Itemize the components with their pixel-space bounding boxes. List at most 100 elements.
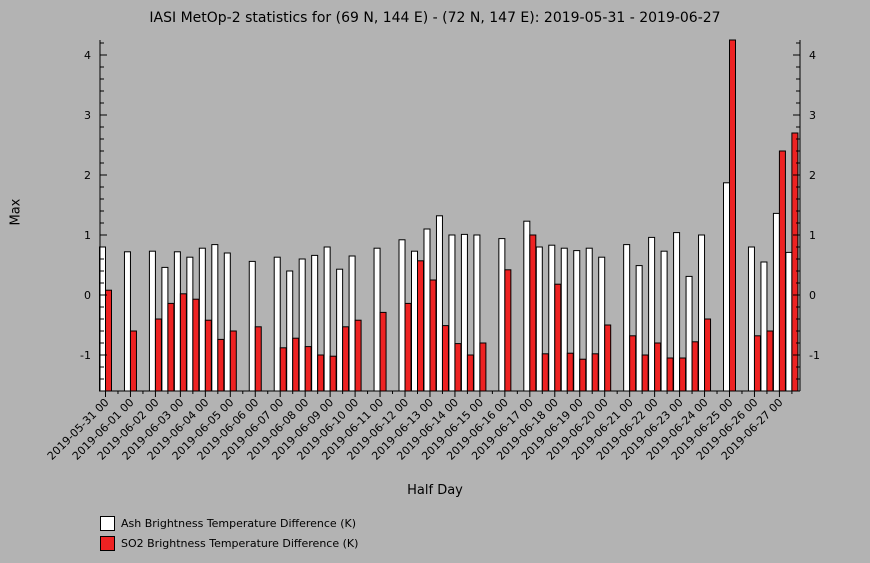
ash-bar — [760, 261, 768, 392]
ash-bar — [585, 247, 593, 392]
so2-bar — [666, 357, 674, 392]
ash-bar — [148, 250, 156, 392]
so2-bar — [105, 289, 112, 392]
so2-bar — [629, 335, 637, 392]
so2-bar — [778, 150, 786, 392]
so2-bar — [541, 353, 549, 392]
so2-bar — [704, 318, 712, 392]
ash-bar — [460, 233, 468, 392]
ash-bar — [423, 228, 431, 392]
so2-bar — [529, 234, 537, 392]
so2-bar — [691, 341, 699, 392]
y-tick-label-left: 1 — [84, 229, 91, 242]
so2-bar — [504, 269, 512, 392]
ash-bar — [523, 220, 531, 392]
ash-bar — [448, 234, 456, 392]
so2-bar — [279, 347, 287, 392]
so2-bar — [129, 330, 137, 392]
so2-bar — [229, 330, 237, 392]
ash-bar — [123, 251, 131, 392]
so2-bar — [429, 279, 437, 392]
ash-bar — [348, 255, 356, 392]
so2-bar — [753, 335, 761, 392]
so2-bar — [304, 346, 312, 392]
ash-bar — [273, 256, 281, 392]
ash-bar — [311, 254, 319, 392]
so2-bar — [554, 283, 562, 392]
ash-bar — [398, 239, 406, 392]
ash-bar — [685, 275, 693, 392]
so2-bar — [292, 337, 300, 392]
legend-label-ash: Ash Brightness Temperature Difference (K… — [121, 516, 356, 530]
so2-bar — [604, 324, 612, 392]
so2-bar — [466, 354, 474, 392]
so2-bar — [167, 302, 175, 392]
legend-item-ash: Ash Brightness Temperature Difference (K… — [100, 513, 358, 533]
ash-bar — [248, 260, 256, 392]
so2-bar — [379, 311, 387, 392]
so2-bar — [254, 326, 262, 392]
ash-bar — [535, 246, 543, 392]
so2-bar — [179, 293, 187, 392]
so2-bar — [354, 319, 362, 392]
so2-bar — [566, 352, 574, 392]
bars-layer — [99, 39, 799, 392]
ash-bar — [785, 251, 793, 392]
y-tick-label-left: -1 — [80, 349, 91, 362]
ash-bar — [298, 258, 306, 392]
ash-bar — [635, 265, 643, 392]
ash-bar — [623, 244, 631, 392]
so2-bar — [579, 358, 587, 392]
y-tick-label-right: 0 — [809, 289, 816, 302]
legend: Ash Brightness Temperature Difference (K… — [100, 513, 358, 553]
ash-bar — [336, 268, 344, 392]
ash-bar — [648, 236, 656, 392]
y-tick-label-right: -1 — [809, 349, 820, 362]
ash-bar — [548, 244, 556, 392]
so2-bar — [329, 355, 337, 392]
y-tick-label-left: 4 — [84, 49, 91, 62]
ash-bar — [173, 251, 181, 392]
so2-bar — [441, 325, 449, 392]
so2-bar — [404, 302, 412, 392]
y-tick-label-left: 0 — [84, 289, 91, 302]
y-tick-label-left: 2 — [84, 169, 91, 182]
legend-swatch-so2 — [100, 535, 115, 551]
ash-bar — [772, 212, 780, 392]
so2-bar — [342, 326, 350, 392]
ash-bar — [498, 238, 506, 392]
so2-bar — [766, 330, 774, 392]
so2-bar — [454, 343, 462, 392]
so2-bar — [654, 342, 662, 392]
y-tick-label-right: 2 — [809, 169, 816, 182]
ash-bar — [698, 234, 706, 392]
so2-bar — [679, 357, 687, 392]
y-tick-label-left: 3 — [84, 109, 91, 122]
so2-bar — [192, 298, 200, 392]
ash-bar — [473, 234, 481, 392]
ash-bar — [573, 250, 581, 392]
so2-bar — [154, 318, 162, 392]
y-tick-label-right: 1 — [809, 229, 816, 242]
ash-bar — [223, 252, 231, 392]
legend-item-so2: SO2 Brightness Temperature Difference (K… — [100, 533, 358, 553]
x-axis-label: Half Day — [407, 483, 463, 498]
so2-bar — [204, 319, 212, 392]
ash-bar — [161, 266, 169, 392]
y-axis-label: Max — [8, 198, 24, 226]
ash-bar — [435, 215, 443, 392]
so2-bar — [591, 353, 599, 392]
legend-swatch-ash — [100, 515, 115, 531]
so2-bar — [729, 39, 736, 392]
ash-bar — [186, 256, 194, 392]
chart-title: IASI MetOp-2 statistics for (69 N, 144 E… — [149, 10, 721, 26]
so2-bar — [479, 342, 487, 392]
ash-bar — [411, 250, 418, 392]
ash-bar — [198, 247, 206, 392]
y-tick-label-right: 4 — [809, 49, 816, 62]
so2-bar — [791, 132, 799, 392]
ash-bar — [660, 250, 668, 392]
ash-bar — [560, 247, 568, 392]
ash-bar — [211, 244, 219, 392]
